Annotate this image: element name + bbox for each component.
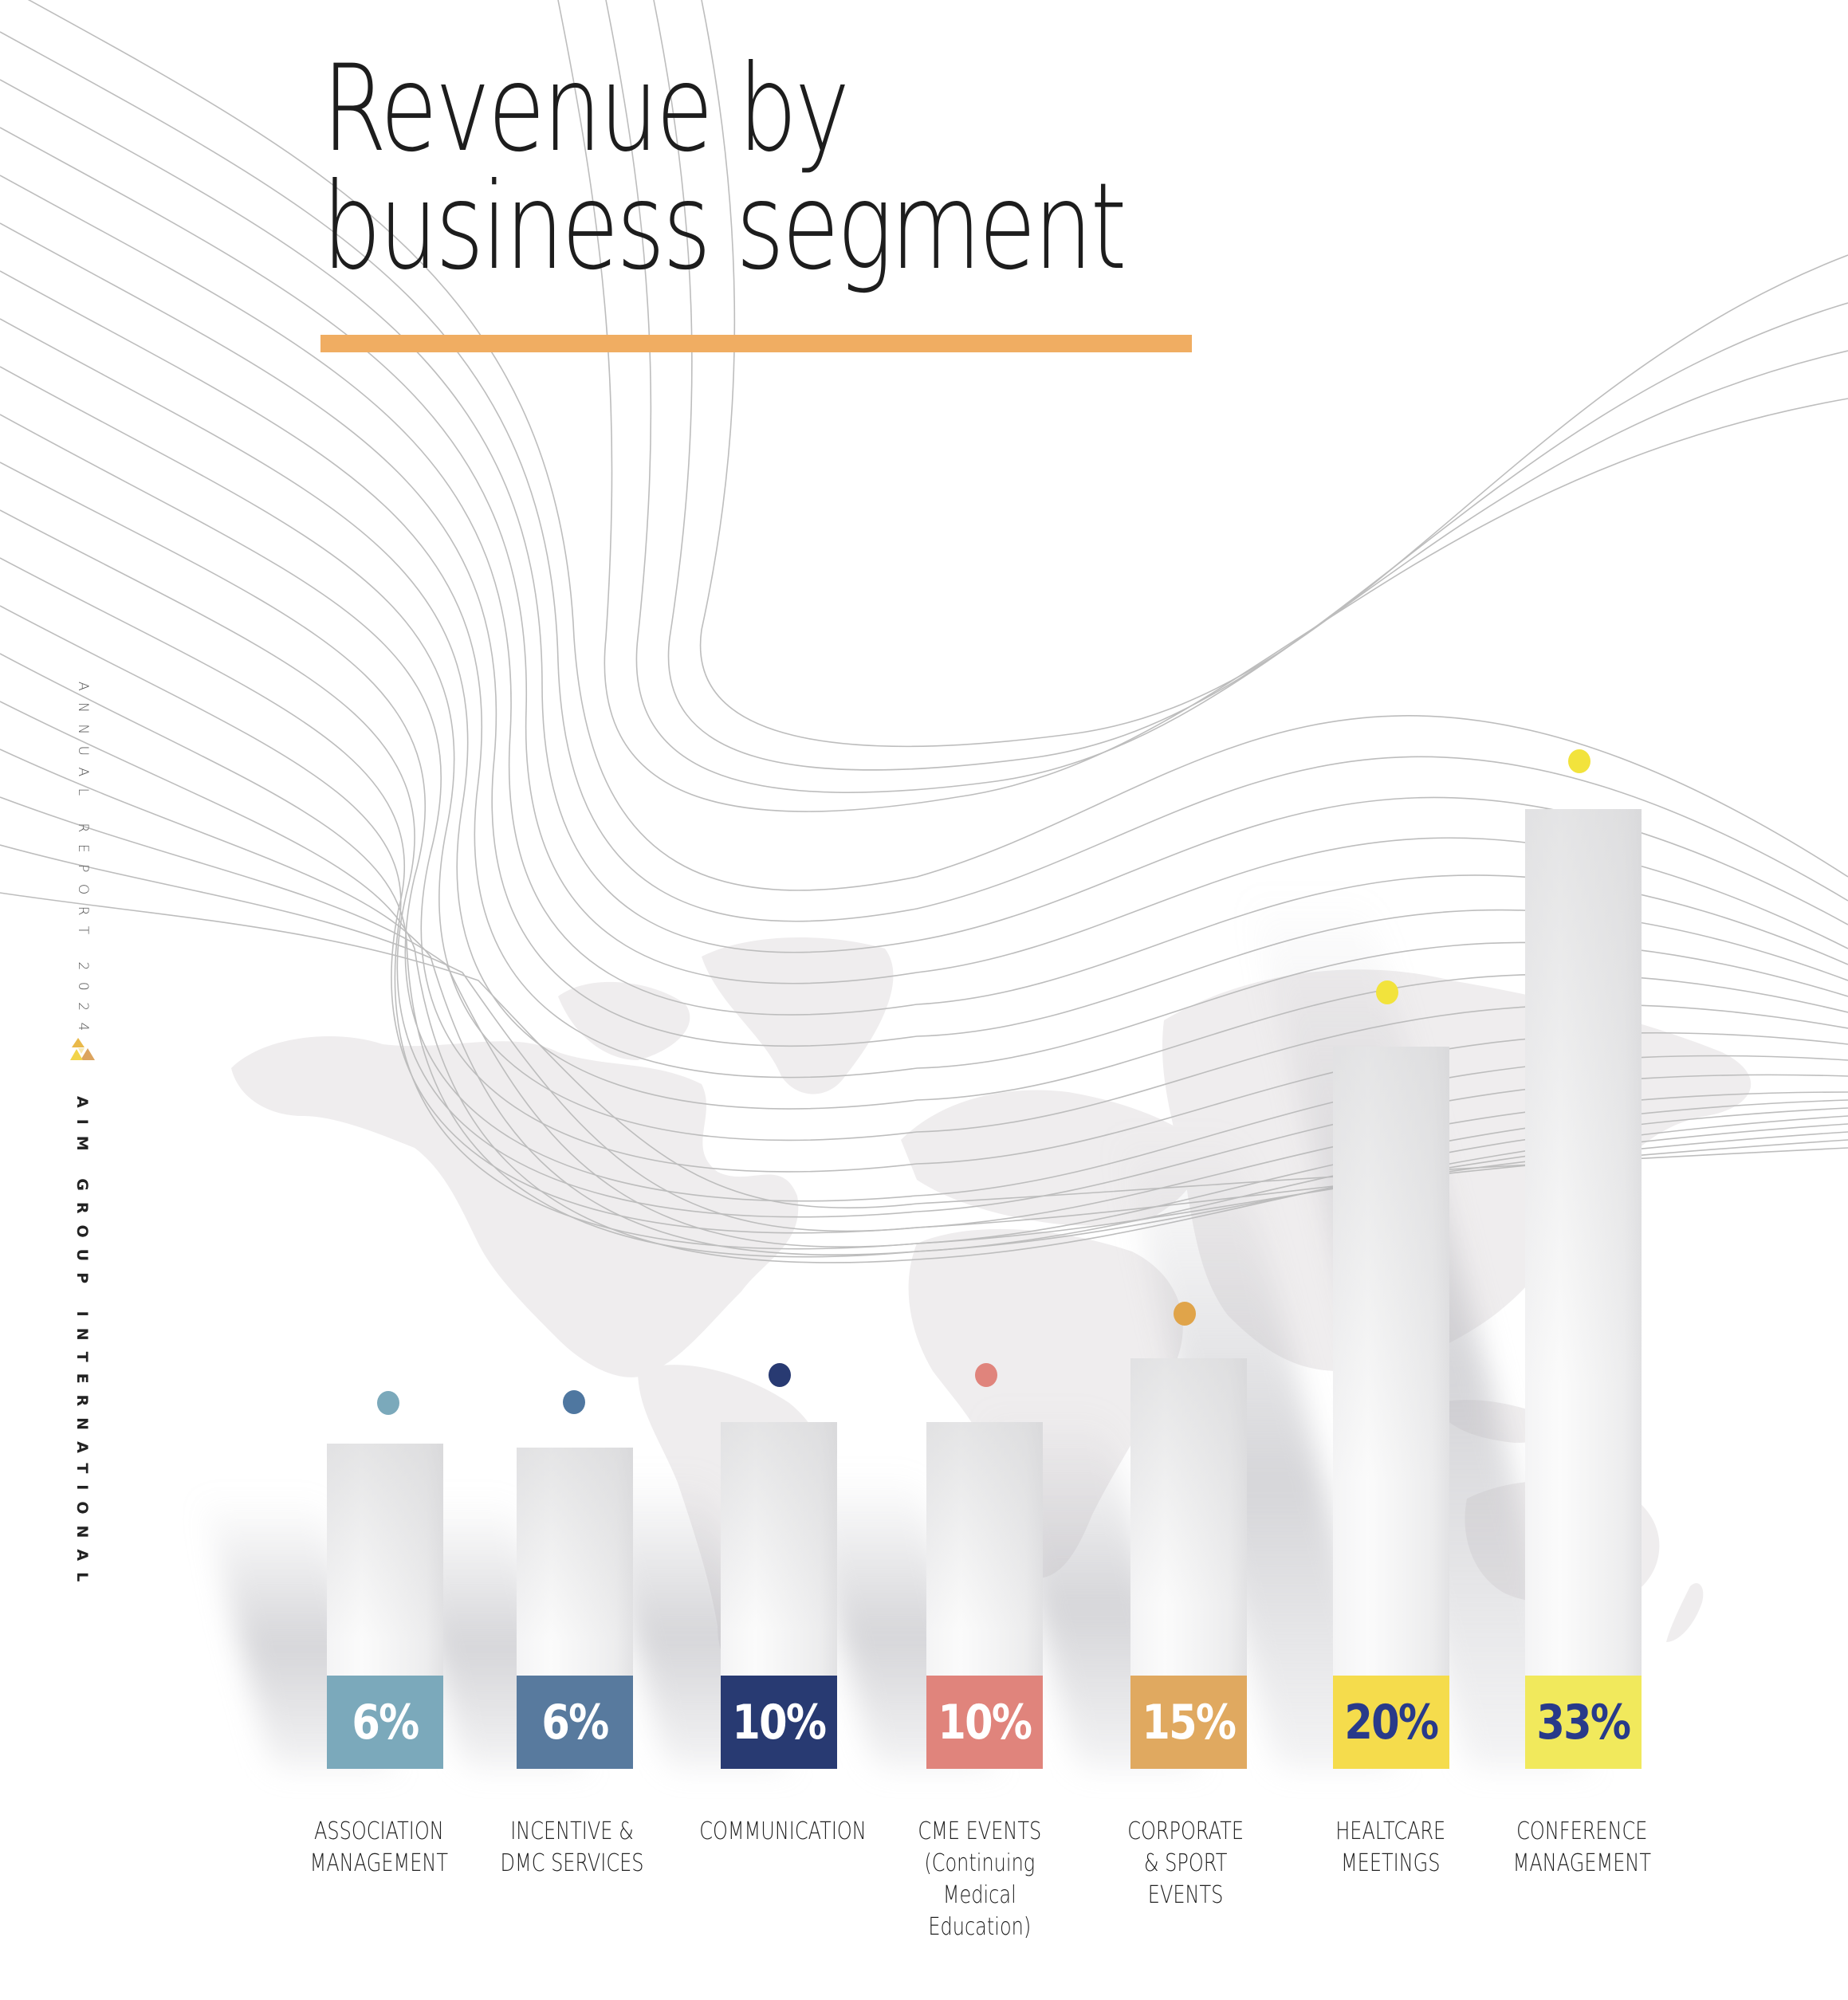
bar-value: 33% xyxy=(1525,1676,1642,1769)
bar-value: 15% xyxy=(1130,1676,1247,1769)
aim-triangle-logo-icon xyxy=(70,1038,95,1060)
bar-communication: 10% xyxy=(721,1422,837,1769)
bar-value: 6% xyxy=(327,1676,443,1769)
segment-marker-dot xyxy=(769,1363,791,1387)
category-label: HEALTCARE MEETINGS xyxy=(1335,1817,1445,1877)
bar-incentive-dmc-services: 6% xyxy=(517,1448,633,1769)
category-label: INCENTIVE & DMC SERVICES xyxy=(500,1817,643,1877)
page-title: Revenue by business segment xyxy=(322,40,1126,297)
bar-cme-events: 10% xyxy=(926,1422,1043,1769)
bar-healtcare-meetings: 20% xyxy=(1333,1047,1449,1769)
bar-corporate-sport-events: 15% xyxy=(1130,1358,1247,1769)
segment-marker-dot xyxy=(563,1390,585,1414)
company-label: AIM GROUP INTERNATIONAL xyxy=(73,1096,91,1593)
annual-report-label: ANNUAL REPORT 2024 xyxy=(75,682,91,1043)
category-label: COMMUNICATION xyxy=(699,1817,867,1845)
category-label: CONFERENCE MANAGEMENT xyxy=(1512,1817,1651,1877)
segment-marker-dot xyxy=(1568,749,1590,773)
bar-value: 6% xyxy=(517,1676,633,1769)
bar-association-management: 6% xyxy=(327,1444,443,1769)
bar-value: 10% xyxy=(721,1676,837,1769)
bar-conference-management: 33% xyxy=(1525,809,1642,1769)
title-underline xyxy=(320,335,1192,352)
bar-value: 10% xyxy=(926,1676,1043,1769)
segment-marker-dot xyxy=(1376,980,1398,1004)
title-line-1: Revenue by xyxy=(322,40,850,179)
category-label: CORPORATE & SPORT EVENTS xyxy=(1127,1817,1244,1909)
bar-value: 20% xyxy=(1333,1676,1449,1769)
segment-marker-dot xyxy=(377,1391,399,1415)
title-line-2: business segment xyxy=(322,158,1126,297)
category-label: ASSOCIATION MANAGEMENT xyxy=(309,1817,448,1877)
segment-marker-dot xyxy=(975,1363,997,1387)
segment-marker-dot xyxy=(1174,1302,1196,1326)
category-label: CME EVENTS (Continuing Medical Education… xyxy=(918,1817,1042,1941)
